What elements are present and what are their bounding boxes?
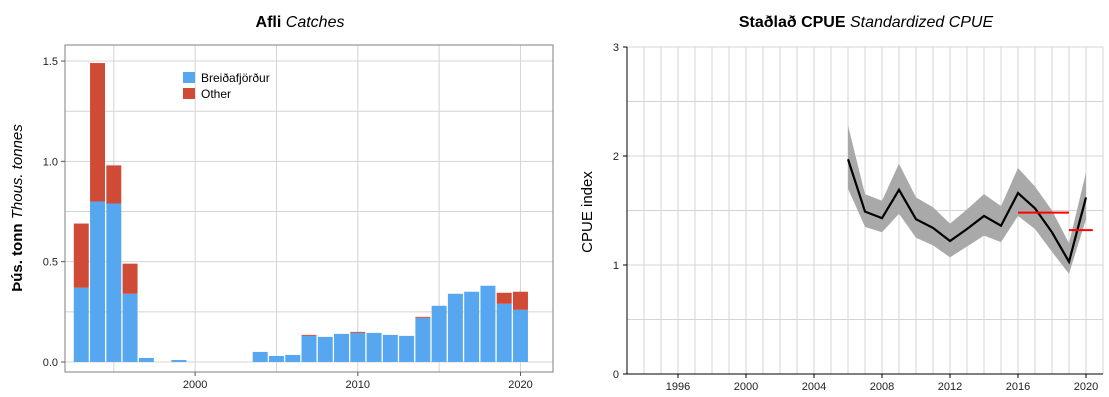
catches-bar: [73, 223, 89, 288]
legend-label-other: Other: [201, 87, 231, 101]
catches-bar: [350, 332, 366, 362]
catches-bar: [90, 201, 106, 362]
catches-bar: [301, 335, 317, 362]
catches-gridlines: [65, 45, 553, 372]
catches-legend: Breiðafjörður Other: [183, 71, 270, 101]
catches-bar: [122, 263, 138, 294]
catches-bar: [399, 335, 415, 362]
catches-bar: [106, 203, 122, 362]
catches-plot-frame: [64, 44, 554, 373]
catches-title: Afli Catches: [256, 14, 345, 31]
catches-bars: [73, 63, 528, 362]
cpue-y-ticks: 0 1 2 3: [613, 42, 627, 381]
catches-bar: [106, 165, 122, 204]
catches-bar: [512, 291, 528, 310]
legend-swatch-breidafjordur: [183, 72, 195, 83]
cpue-y-tick-label: 3: [613, 42, 619, 54]
catches-x-tick-label: 2000: [183, 379, 207, 391]
cpue-title: Staðlað CPUE Standardized CPUE: [739, 14, 994, 31]
catches-bar: [480, 285, 496, 362]
catches-bar: [334, 333, 350, 362]
catches-bar: [496, 303, 512, 362]
catches-bar: [415, 317, 431, 362]
catches-bar: [512, 309, 528, 362]
catches-y-tick-label: 1.0: [43, 156, 58, 168]
cpue-x-tick-label: 2012: [938, 381, 962, 393]
cpue-confidence-band: [848, 125, 1086, 274]
cpue-x-tick-label: 2020: [1074, 381, 1098, 393]
catches-ylabel-bold: Þús. tonn: [9, 223, 26, 291]
catches-bar: [496, 292, 512, 304]
cpue-title-bold: Staðlað CPUE: [739, 14, 846, 31]
catches-x-ticks: 2000 2010 2020: [183, 372, 533, 391]
cpue-y-tick-label: 1: [613, 260, 619, 272]
cpue-x-tick-label: 2008: [870, 381, 894, 393]
catches-bar: [73, 287, 89, 362]
catches-bar: [90, 63, 106, 202]
catches-bar: [301, 334, 317, 336]
cpue-x-ticks: 1996 2000 2004 2008 2012 2016 2020: [666, 374, 1098, 393]
catches-x-tick-label: 2010: [346, 379, 370, 391]
catches-bar: [464, 291, 480, 362]
catches-panel: Afli Catches 0.0 0.5 1.0 1.5 2000 2010 2020 Þ…: [9, 14, 554, 391]
catches-y-tick-label: 0.0: [43, 357, 58, 369]
catches-y-ticks: 0.0 0.5 1.0 1.5: [43, 56, 65, 369]
catches-title-italic: Catches: [286, 14, 345, 31]
catches-bar: [122, 293, 138, 362]
catches-bar: [447, 293, 463, 362]
catches-ylabel-italic: Thous. tonnes: [9, 124, 26, 220]
catches-bar: [285, 354, 301, 362]
catches-bar: [268, 355, 284, 362]
catches-bar: [171, 359, 187, 362]
cpue-title-italic: Standardized CPUE: [850, 14, 994, 31]
catches-bar: [382, 334, 398, 362]
legend-label-breidafjordur: Breiðafjörður: [201, 71, 270, 85]
legend-swatch-other: [183, 88, 195, 99]
catches-bar: [366, 332, 382, 362]
catches-bar: [431, 305, 447, 362]
cpue-x-tick-label: 2016: [1006, 381, 1030, 393]
cpue-index-line: [846, 158, 1088, 265]
catches-bar: [317, 336, 333, 362]
catches-y-axis-label: Þús. tonn Thous. tonnes: [9, 124, 26, 292]
cpue-y-tick-label: 2: [613, 151, 619, 163]
cpue-x-tick-label: 1996: [666, 381, 690, 393]
cpue-y-axis-label: CPUE index: [579, 171, 596, 253]
cpue-series: [846, 125, 1093, 274]
catches-y-tick-label: 1.5: [43, 56, 58, 68]
cpue-x-tick-label: 2000: [734, 381, 758, 393]
cpue-x-tick-label: 2004: [802, 381, 826, 393]
catches-bar: [252, 351, 268, 362]
cpue-panel: Staðlað CPUE Standardized CPUE 0 1 2 3 1996…: [579, 14, 1104, 393]
catches-bar: [415, 316, 431, 318]
catches-title-bold: Afli: [256, 14, 282, 31]
catches-bar: [138, 357, 154, 362]
cpue-y-tick-label: 0: [613, 369, 619, 381]
catches-bar: [350, 331, 366, 333]
cpue-axes: [626, 47, 1103, 375]
catches-y-tick-label: 0.5: [43, 257, 58, 269]
catches-x-tick-label: 2020: [508, 379, 532, 391]
